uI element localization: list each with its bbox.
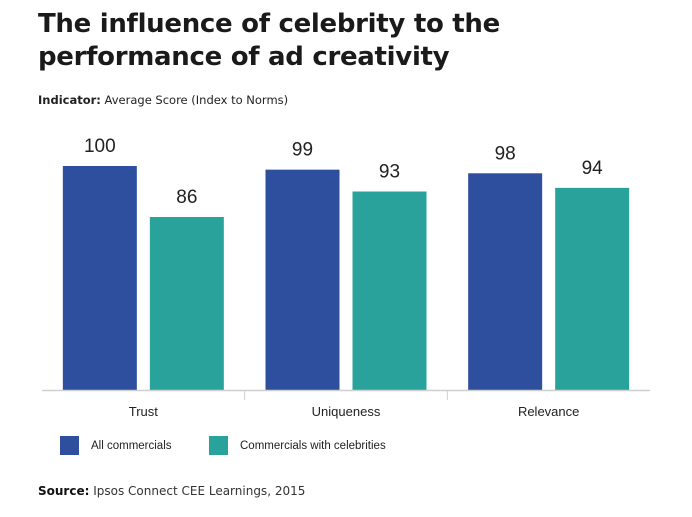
x-tick-label-trust: Trust: [129, 404, 159, 419]
chart-title: The influence of celebrity to the perfor…: [38, 9, 500, 72]
source-text: Ipsos Connect CEE Learnings, 2015: [93, 484, 306, 498]
source-label: Source:: [38, 484, 90, 498]
x-tick-label-relevance: Relevance: [518, 404, 579, 419]
x-tick-label-uniqueness: Uniqueness: [312, 404, 381, 419]
data-label-relevance-commercials-with-celebrities: 94: [582, 158, 604, 179]
indicator-text: Average Score (Index to Norms): [104, 93, 289, 107]
legend-item-commercials-with-celebrities: Commercials with celebrities: [209, 436, 386, 455]
legend-label-all-commercials: All commercials: [91, 439, 172, 452]
data-label-trust-commercials-with-celebrities: 86: [176, 187, 197, 208]
data-label-uniqueness-all-commercials: 99: [292, 140, 313, 161]
bar-trust-commercials-with-celebrities: [149, 216, 224, 390]
bar-trust-all-commercials: [62, 166, 137, 390]
data-label-relevance-all-commercials: 98: [495, 143, 516, 164]
legend-swatch-commercials-with-celebrities: [209, 436, 228, 455]
indicator-label: Indicator:: [38, 93, 101, 107]
data-label-uniqueness-commercials-with-celebrities: 93: [379, 161, 400, 182]
source-note: Source: Ipsos Connect CEE Learnings, 201…: [38, 484, 305, 498]
legend-label-commercials-with-celebrities: Commercials with celebrities: [240, 439, 386, 452]
legend-item-all-commercials: All commercials: [60, 436, 172, 455]
indicator-line: Indicator: Average Score (Index to Norms…: [38, 93, 288, 107]
legend-swatch-all-commercials: [60, 436, 79, 455]
bar-uniqueness-commercials-with-celebrities: [352, 191, 427, 390]
bar-uniqueness-all-commercials: [265, 169, 340, 390]
bar-relevance-all-commercials: [468, 173, 543, 390]
bar-relevance-commercials-with-celebrities: [555, 187, 630, 390]
data-label-trust-all-commercials: 100: [84, 136, 116, 157]
